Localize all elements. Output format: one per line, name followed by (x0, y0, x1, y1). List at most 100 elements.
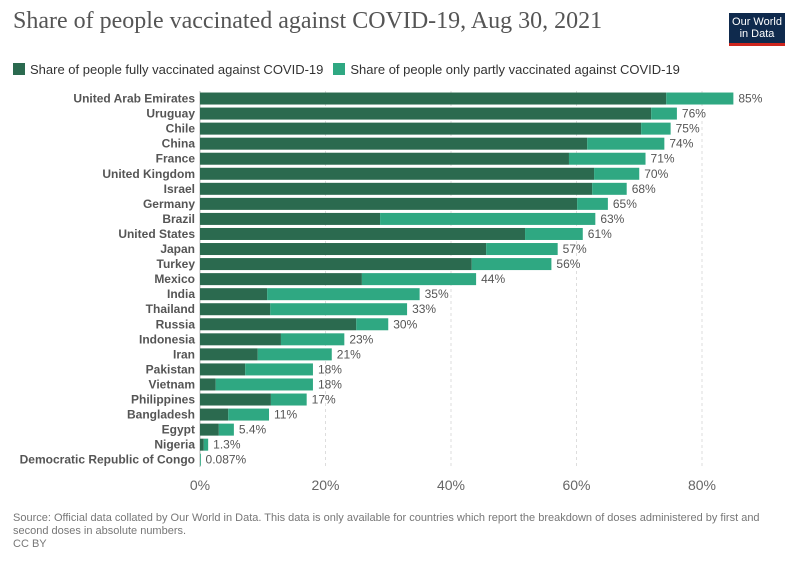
total-value-label: 63% (600, 212, 624, 226)
bar-fully-vaccinated (200, 303, 271, 316)
category-label: Democratic Republic of Congo (20, 453, 195, 467)
bar-partly-vaccinated (356, 318, 389, 331)
total-value-label: 71% (651, 152, 675, 166)
total-value-label: 35% (425, 287, 449, 301)
bar-fully-vaccinated (200, 438, 204, 451)
owid-logo[interactable]: Our World in Data (729, 13, 785, 46)
total-value-label: 18% (318, 377, 342, 391)
total-value-label: 75% (676, 122, 700, 136)
category-label: Philippines (131, 393, 195, 407)
logo-line-1: Our World (732, 16, 782, 28)
legend-label-full: Share of people fully vaccinated against… (30, 62, 324, 77)
bar-partly-vaccinated (641, 122, 671, 135)
bar-partly-vaccinated (594, 167, 640, 180)
bar-partly-vaccinated (361, 273, 477, 286)
x-tick-label: 0% (190, 477, 210, 493)
category-label: United Kingdom (102, 167, 195, 181)
bar-partly-vaccinated (380, 212, 596, 225)
bar-fully-vaccinated (200, 273, 362, 286)
total-value-label: 0.087% (206, 453, 247, 467)
license-text: CC BY (13, 538, 47, 550)
category-label: Uruguay (146, 107, 195, 121)
total-value-label: 85% (738, 92, 762, 106)
legend-swatch-partial (333, 63, 346, 75)
bar-fully-vaccinated (200, 393, 271, 406)
bar-fully-vaccinated (200, 318, 357, 331)
bar-partly-vaccinated (651, 107, 677, 120)
total-value-label: 18% (318, 362, 342, 376)
category-label: Nigeria (154, 438, 195, 452)
category-label: France (156, 152, 196, 166)
x-tick-label: 40% (437, 477, 465, 493)
bar-partly-vaccinated (270, 393, 307, 406)
bar-partly-vaccinated (280, 333, 345, 346)
x-tick-label: 80% (688, 477, 716, 493)
bar-fully-vaccinated (200, 167, 595, 180)
bar-partly-vaccinated (218, 423, 234, 436)
x-tick-label: 60% (562, 477, 590, 493)
total-value-label: 44% (481, 272, 505, 286)
total-value-label: 1.3% (213, 438, 241, 452)
bar-fully-vaccinated (200, 197, 578, 210)
bar-partly-vaccinated (587, 137, 665, 150)
total-value-label: 74% (669, 137, 693, 151)
bar-partly-vaccinated (270, 303, 408, 316)
category-label: Egypt (162, 423, 195, 437)
bar-fully-vaccinated (200, 333, 281, 346)
category-label: Russia (156, 317, 196, 331)
bar-fully-vaccinated (200, 152, 569, 165)
bar-fully-vaccinated (200, 92, 667, 105)
bar-fully-vaccinated (200, 212, 381, 225)
bar-partly-vaccinated (486, 243, 558, 256)
bar-fully-vaccinated (200, 243, 487, 256)
category-label: United States (118, 227, 195, 241)
x-tick-label: 20% (311, 477, 339, 493)
bar-partly-vaccinated (577, 197, 608, 210)
legend-swatch-full (13, 63, 25, 75)
bar-fully-vaccinated (200, 408, 229, 421)
category-label: Mexico (154, 272, 195, 286)
total-value-label: 57% (563, 242, 587, 256)
legend-item-partial[interactable]: Share of people only partly vaccinated a… (333, 62, 680, 77)
bar-fully-vaccinated (200, 182, 593, 195)
category-label: United Arab Emirates (73, 92, 195, 106)
category-label: Thailand (146, 302, 195, 316)
total-value-label: 70% (644, 167, 668, 181)
category-label: China (162, 137, 196, 151)
bar-partly-vaccinated (215, 378, 313, 391)
bar-fully-vaccinated (200, 423, 219, 436)
legend-item-full[interactable]: Share of people fully vaccinated against… (13, 62, 323, 77)
category-label: Bangladesh (127, 408, 195, 422)
total-value-label: 56% (556, 257, 580, 271)
bar-partly-vaccinated (525, 227, 583, 240)
total-value-label: 61% (588, 227, 612, 241)
source-note: Source: Official data collated by Our Wo… (13, 512, 793, 551)
bar-partly-vaccinated (203, 438, 209, 451)
bar-fully-vaccinated (200, 288, 268, 301)
bar-fully-vaccinated (200, 107, 652, 120)
bar-fully-vaccinated (200, 363, 246, 376)
bar-fully-vaccinated (200, 137, 588, 150)
bar-partly-vaccinated (267, 288, 420, 301)
bar-fully-vaccinated (200, 122, 642, 135)
logo-line-2: in Data (739, 28, 775, 40)
legend: Share of people fully vaccinated against… (13, 62, 680, 77)
total-value-label: 33% (412, 302, 436, 316)
total-value-label: 65% (613, 197, 637, 211)
bar-partly-vaccinated (200, 453, 201, 466)
total-value-label: 17% (312, 393, 336, 407)
bar-partly-vaccinated (666, 92, 734, 105)
category-label: Vietnam (149, 377, 195, 391)
total-value-label: 5.4% (239, 423, 267, 437)
bar-partly-vaccinated (568, 152, 646, 165)
category-label: Pakistan (146, 362, 195, 376)
bar-fully-vaccinated (200, 227, 526, 240)
category-label: Chile (166, 122, 196, 136)
category-label: Japan (160, 242, 195, 256)
bar-fully-vaccinated (200, 258, 472, 271)
source-text: Source: Official data collated by Our Wo… (13, 512, 760, 537)
bar-fully-vaccinated (200, 378, 216, 391)
bar-partly-vaccinated (592, 182, 627, 195)
total-value-label: 23% (349, 332, 373, 346)
